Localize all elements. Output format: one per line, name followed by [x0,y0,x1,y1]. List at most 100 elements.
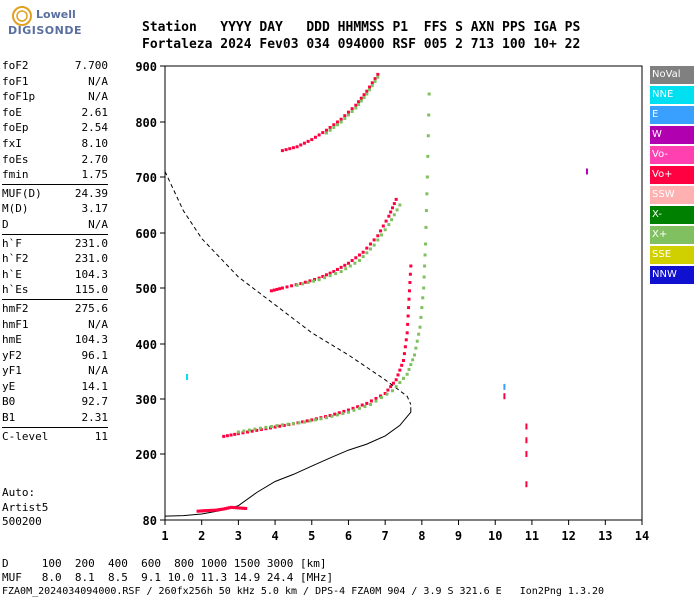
param-label: hmF1 [2,317,29,331]
echo-point [317,278,321,282]
echo-point [233,432,237,436]
param-label: fmin [2,168,29,182]
echo-point [408,281,412,284]
echo-point [339,265,343,269]
y-tick-label: 300 [135,393,157,407]
y-tick-label: 500 [135,282,157,296]
echo-point [196,509,200,513]
param-row: yF2 96.1 [2,348,108,364]
echo-point [236,506,240,510]
echo-point [350,259,354,262]
legend-item-ssw: SSW [650,186,694,204]
echo-point [422,286,426,290]
echo-point [357,100,361,104]
echo-point [220,507,224,511]
param-value: N/A [88,364,108,378]
param-row: hmF2 275.6 [2,301,108,317]
echo-point [354,256,358,260]
echo-point [387,214,391,218]
echo-point [359,96,363,100]
echo-point [409,264,413,268]
echo-point [258,426,262,430]
echo-point [390,206,394,210]
echo-point [373,79,377,83]
logo-line1: Lowell [36,8,76,21]
echo-point [422,275,426,279]
echo-point [346,410,350,414]
param-label: D [2,217,9,231]
echo-point [424,209,428,213]
echo-point [354,103,358,107]
param-row: yE 14.1 [2,379,108,395]
param-row: C-level 11 [2,429,108,445]
echo-point [392,202,396,206]
param-label: C-level [2,429,49,443]
plot-frame [164,65,643,521]
echo-point [376,238,380,242]
echo-point [359,99,363,103]
echo-point [335,267,339,271]
echo-point [406,314,410,318]
echo-point [328,271,332,275]
echo-point [391,381,395,385]
echo-point [324,131,328,135]
echo-point [379,396,383,400]
echo-point [343,114,347,118]
echo-point [244,506,248,510]
param-label: MUF(D) [2,186,42,200]
y-tick-label: 200 [135,448,157,462]
param-row: D N/A [2,217,108,233]
echo-point [222,434,226,438]
param-value: 2.70 [81,152,109,166]
echo-point [299,282,303,286]
echo-point [390,218,394,222]
echo-point [202,509,206,513]
echo-point [302,420,306,424]
echo-point [408,272,412,276]
echo-point [361,255,365,259]
header-row2: Fortaleza 2024 Fev03 034 094000 RSF 005 … [142,37,581,52]
x-tick-label: 1 [161,529,168,543]
echo-point [269,289,273,293]
echo-point [280,286,284,290]
echo-point [278,287,282,291]
echo-point [240,506,244,510]
param-row: B0 92.7 [2,394,108,410]
echo-point [390,389,394,393]
echo-point [383,392,387,395]
echo-point [407,306,411,310]
param-row: foF2 7.700 [2,58,108,74]
param-value: N/A [88,217,108,231]
echo-point [346,110,350,114]
echo-point [427,113,431,117]
echo-point [328,274,332,278]
echo-point [373,77,377,81]
echo-point [269,425,273,428]
param-row: fxI 8.10 [2,136,108,152]
echo-point [350,110,354,113]
echo-point [374,399,378,403]
auto-label: Auto: [2,486,36,499]
param-divider [2,233,108,235]
echo-point [413,353,417,357]
param-row: foE 2.61 [2,105,108,121]
legend-item-nnw: NNW [650,266,694,284]
echo-point [398,368,402,372]
echo-point [368,85,372,89]
echo-point [299,143,303,147]
echo-point [387,223,391,227]
echo-point [376,234,380,238]
echo-point [288,147,292,151]
echo-point [404,338,408,342]
param-label: h`F2 [2,252,29,266]
echo-point [362,96,366,99]
echo-point [280,423,284,427]
echo-point [297,421,301,425]
param-value: 96.1 [81,348,109,362]
x-tick-label: 13 [598,529,612,543]
echo-point [400,363,404,367]
echo-point [415,339,419,343]
param-label: fxI [2,136,22,150]
param-value: 2.31 [81,411,109,425]
echo-point [389,385,393,389]
